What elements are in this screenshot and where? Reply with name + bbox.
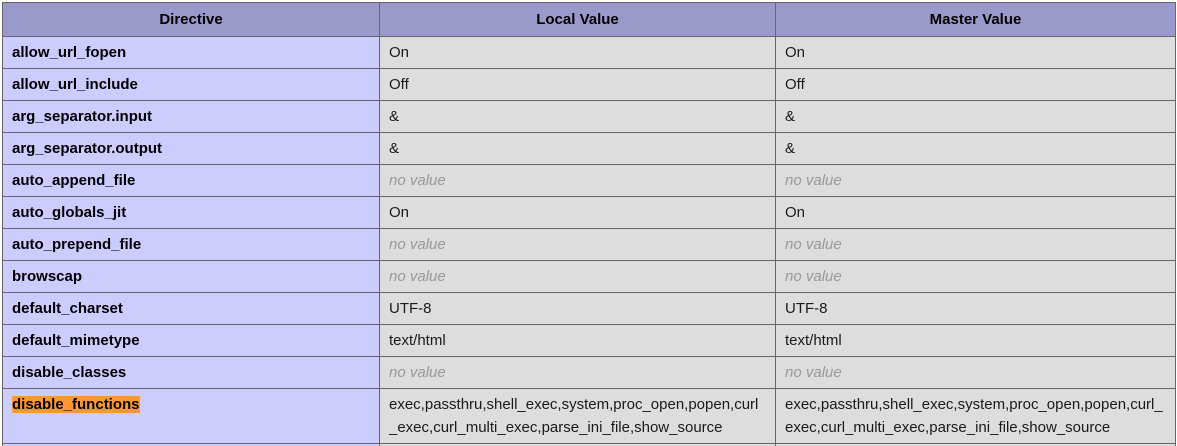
master-value-cell: &: [775, 132, 1176, 165]
master-value-cell: On: [775, 196, 1176, 229]
local-value-cell: text/html: [379, 324, 776, 357]
table-row: default_charset UTF-8 UTF-8: [2, 292, 1176, 325]
no-value-text: no value: [785, 172, 842, 189]
directive-label: default_charset: [12, 300, 123, 317]
directive-cell: disable_classes: [2, 356, 380, 389]
directive-cell: browscap: [2, 260, 380, 293]
directive-label: default_mimetype: [12, 332, 140, 349]
table-row: browscap no value no value: [2, 260, 1176, 293]
no-value-text: no value: [785, 268, 842, 285]
directive-cell: arg_separator.output: [2, 132, 380, 165]
table-row: allow_url_fopen On On: [2, 36, 1176, 69]
directive-label: disable_classes: [12, 364, 127, 381]
directive-cell: default_mimetype: [2, 324, 380, 357]
local-value-cell: UTF-8: [379, 292, 776, 325]
local-value-cell: Off: [379, 68, 776, 101]
directive-cell: allow_url_fopen: [2, 36, 380, 69]
column-header-directive: Directive: [2, 2, 380, 37]
local-value-cell: no value: [379, 356, 776, 389]
master-value-cell: exec,passthru,shell_exec,system,proc_ope…: [775, 388, 1176, 444]
no-value-text: no value: [389, 236, 446, 253]
directive-label: auto_prepend_file: [12, 236, 142, 253]
no-value-text: no value: [389, 172, 446, 189]
table-row: disable_functions exec,passthru,shell_ex…: [2, 388, 1176, 444]
master-value-cell: no value: [775, 356, 1176, 389]
master-value-cell: &: [775, 100, 1176, 133]
directive-label: arg_separator.input: [12, 108, 153, 125]
no-value-text: no value: [389, 268, 446, 285]
directive-cell: auto_append_file: [2, 164, 380, 197]
local-value-cell: On: [379, 196, 776, 229]
table-row: auto_prepend_file no value no value: [2, 228, 1176, 261]
master-value-cell: On: [775, 36, 1176, 69]
no-value-text: no value: [785, 364, 842, 381]
local-value-cell: &: [379, 100, 776, 133]
directive-label: arg_separator.output: [12, 140, 163, 157]
master-value-cell: UTF-8: [775, 292, 1176, 325]
directive-cell: arg_separator.input: [2, 100, 380, 133]
local-value-cell: On: [379, 36, 776, 69]
directive-label: allow_url_fopen: [12, 44, 127, 61]
master-value-cell: text/html: [775, 324, 1176, 357]
no-value-text: no value: [785, 236, 842, 253]
master-value-cell: no value: [775, 228, 1176, 261]
local-value-cell: no value: [379, 260, 776, 293]
table-header-row: Directive Local Value Master Value: [2, 2, 1176, 37]
find-highlight: disable_functions: [12, 396, 140, 413]
table-row: allow_url_include Off Off: [2, 68, 1176, 101]
directive-cell: auto_prepend_file: [2, 228, 380, 261]
directive-label: browscap: [12, 268, 83, 285]
table-row: arg_separator.input & &: [2, 100, 1176, 133]
directive-cell: auto_globals_jit: [2, 196, 380, 229]
table-row: arg_separator.output & &: [2, 132, 1176, 165]
column-header-master-value: Master Value: [775, 2, 1176, 37]
directive-label: auto_globals_jit: [12, 204, 127, 221]
local-value-cell: &: [379, 132, 776, 165]
local-value-cell: no value: [379, 228, 776, 261]
column-header-local-value: Local Value: [379, 2, 776, 37]
master-value-cell: no value: [775, 260, 1176, 293]
master-value-cell: Off: [775, 68, 1176, 101]
table-row: auto_append_file no value no value: [2, 164, 1176, 197]
master-value-cell: no value: [775, 164, 1176, 197]
directive-label: auto_append_file: [12, 172, 136, 189]
table-row-partial: [2, 443, 1176, 446]
table-row: auto_globals_jit On On: [2, 196, 1176, 229]
no-value-text: no value: [389, 364, 446, 381]
local-value-cell: exec,passthru,shell_exec,system,proc_ope…: [379, 388, 776, 444]
table-row: default_mimetype text/html text/html: [2, 324, 1176, 357]
table-row: disable_classes no value no value: [2, 356, 1176, 389]
directive-label: allow_url_include: [12, 76, 138, 93]
local-value-cell: no value: [379, 164, 776, 197]
directive-cell: allow_url_include: [2, 68, 380, 101]
directive-cell: disable_functions: [2, 388, 380, 444]
directive-cell: default_charset: [2, 292, 380, 325]
master-value-cell: [775, 443, 1176, 446]
